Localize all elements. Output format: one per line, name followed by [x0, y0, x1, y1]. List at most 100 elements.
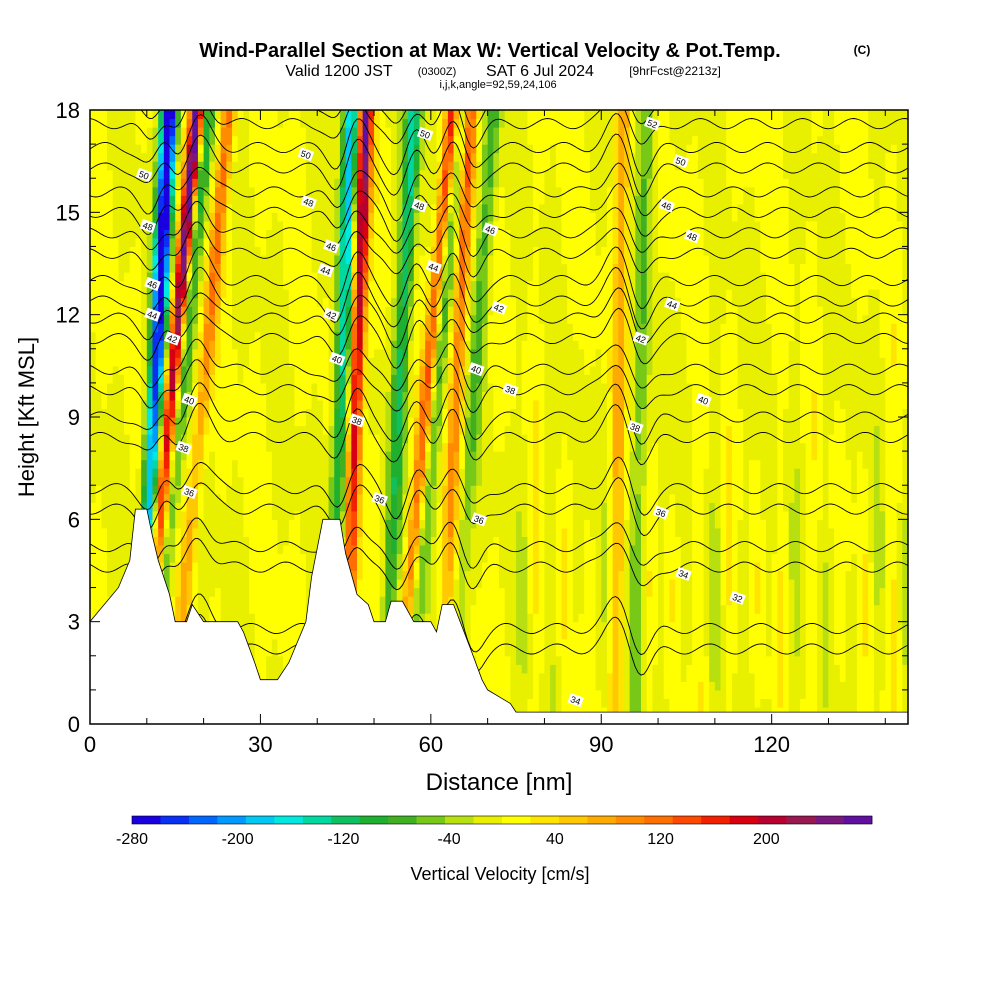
velocity-cell: [95, 374, 102, 384]
velocity-cell: [90, 544, 97, 555]
velocity-cell: [175, 280, 182, 290]
velocity-cell: [118, 280, 125, 290]
velocity-cell: [152, 425, 159, 435]
velocity-cell: [459, 152, 466, 162]
velocity-cell: [334, 127, 341, 137]
velocity-cell: [158, 161, 165, 171]
velocity-cell: [209, 331, 216, 341]
velocity-cell: [311, 365, 318, 375]
velocity-cell: [470, 374, 477, 384]
velocity-cell: [118, 331, 125, 341]
velocity-cell: [141, 229, 148, 239]
velocity-cell: [334, 144, 341, 154]
velocity-cell: [317, 519, 324, 529]
velocity-cell: [476, 212, 483, 222]
velocity-cell: [180, 604, 188, 614]
velocity-cell: [260, 254, 267, 265]
velocity-cell: [317, 417, 324, 427]
velocity-cell: [288, 127, 296, 137]
velocity-cell: [425, 169, 432, 179]
velocity-cell: [135, 408, 142, 418]
velocity-cell: [260, 365, 267, 375]
velocity-cell: [254, 110, 262, 120]
velocity-cell: [277, 561, 284, 572]
velocity-cell: [345, 544, 352, 555]
velocity-cell: [430, 220, 438, 230]
velocity-cell: [425, 186, 432, 196]
velocity-cell: [419, 408, 426, 418]
velocity-cell: [249, 135, 256, 145]
velocity-cell: [368, 408, 375, 418]
velocity-cell: [356, 331, 364, 341]
velocity-cell: [322, 408, 330, 418]
velocity-cell: [237, 382, 244, 393]
velocity-cell: [396, 459, 404, 469]
velocity-cell: [112, 237, 119, 248]
velocity-cell: [249, 579, 256, 589]
velocity-cell: [328, 195, 335, 205]
velocity-cell: [129, 254, 137, 265]
velocity-cell: [277, 357, 284, 367]
velocity-cell: [266, 280, 273, 290]
velocity-cell: [197, 306, 205, 316]
velocity-cell: [158, 476, 165, 486]
velocity-cell: [368, 127, 375, 137]
velocity-cell: [442, 510, 449, 520]
velocity-cell: [356, 502, 364, 512]
velocity-cell: [169, 323, 176, 333]
velocity-cell: [226, 340, 233, 350]
velocity-cell: [447, 289, 455, 299]
velocity-cell: [453, 587, 460, 597]
velocity-cell: [311, 144, 318, 154]
velocity-cell: [447, 195, 455, 205]
velocity-cell: [368, 579, 375, 589]
velocity-cell: [328, 459, 335, 469]
velocity-cell: [345, 331, 352, 341]
velocity-cell: [146, 323, 154, 333]
velocity-cell: [260, 613, 267, 623]
velocity-cell: [305, 297, 313, 307]
subtitle-indices: i,j,k,angle=92,59,24,106: [439, 79, 556, 91]
velocity-cell: [322, 374, 330, 384]
velocity-cell: [362, 544, 369, 555]
velocity-cell: [95, 596, 102, 606]
velocity-cell: [305, 246, 313, 256]
velocity-cell: [175, 323, 182, 333]
velocity-cell: [385, 152, 392, 162]
velocity-cell: [237, 399, 244, 410]
velocity-cell: [129, 323, 137, 333]
velocity-cell: [396, 442, 404, 452]
velocity-cell: [214, 596, 222, 606]
velocity-cell: [220, 579, 227, 589]
velocity-cell: [453, 476, 460, 486]
velocity-cell: [107, 340, 114, 350]
velocity-cell: [169, 442, 176, 452]
velocity-cell: [385, 442, 392, 452]
velocity-cell: [95, 382, 102, 393]
velocity-cell: [266, 561, 273, 572]
velocity-cell: [146, 263, 154, 273]
velocity-cell: [249, 220, 256, 230]
velocity-cell: [152, 229, 159, 239]
velocity-cell: [436, 357, 443, 367]
velocity-cell: [249, 630, 256, 640]
velocity-cell: [254, 297, 262, 307]
velocity-cell: [271, 195, 279, 205]
velocity-cell: [453, 246, 460, 256]
velocity-cell: [146, 510, 154, 520]
velocity-cell: [203, 220, 210, 230]
velocity-cell: [283, 289, 290, 299]
velocity-cell: [249, 297, 256, 307]
velocity-cell: [374, 570, 381, 580]
velocity-cell: [118, 289, 125, 299]
velocity-cell: [266, 127, 273, 137]
velocity-cell: [175, 365, 182, 375]
velocity-cell: [237, 220, 244, 230]
velocity-cell: [124, 169, 131, 179]
velocity-cell: [232, 110, 239, 120]
velocity-cell: [180, 246, 188, 256]
velocity-cell: [271, 502, 279, 512]
velocity-cell: [339, 110, 347, 120]
velocity-cell: [220, 178, 227, 188]
velocity-cell: [362, 144, 369, 154]
